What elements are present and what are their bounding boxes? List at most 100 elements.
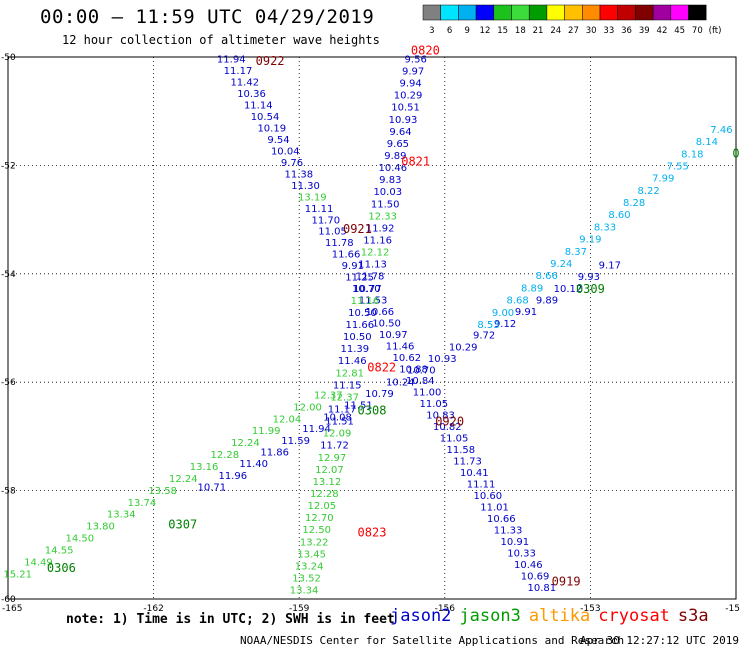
scale-label: 39 [639, 26, 650, 36]
wave-height-label: 12.81 [335, 368, 364, 379]
wave-height-label: 11.38 [284, 169, 313, 180]
wave-height-label: 12.12 [361, 248, 390, 259]
wave-height-label: 12.37 [330, 392, 359, 403]
wave-height-label: 11.05 [440, 434, 469, 445]
wave-height-label: 9.00 [492, 308, 514, 319]
wave-height-label: 12.07 [315, 465, 344, 476]
satellite-name: s3a [677, 606, 709, 626]
wave-height-label: 10.69 [521, 571, 550, 582]
wave-height-label: 11.40 [239, 459, 268, 470]
wave-height-label: 9.89 [536, 295, 558, 306]
wave-height-label: 12.97 [318, 453, 347, 464]
wave-height-label: 10.71 [198, 483, 227, 494]
lon-tick-label: -165 [2, 604, 22, 614]
wave-height-label: 10.29 [394, 91, 423, 102]
lon-tick-label: -153 [580, 604, 600, 614]
wave-height-label: 11.14 [244, 100, 273, 111]
wave-height-label: 9.24 [550, 259, 572, 270]
wave-height-label: 10.82 [433, 422, 462, 433]
wave-height-label: 11.39 [340, 344, 369, 355]
time-marker: 0306 [47, 561, 76, 575]
lon-tick-label: -159 [289, 604, 310, 614]
timestamp-text: Apr 30 12:27:12 UTC 2019 [580, 634, 739, 647]
time-marker: 0307 [168, 518, 197, 532]
wave-height-label: 10.91 [501, 537, 530, 548]
wave-height-label: 8.22 [638, 186, 660, 197]
wave-height-label: 9.76 [281, 158, 303, 169]
wave-height-label: 13.58 [148, 486, 177, 497]
wave-height-label: 9.56 [405, 54, 427, 65]
wave-height-label: 10.79 [365, 389, 394, 400]
wave-height-label: 11.51 [325, 417, 354, 428]
wave-height-label: 13.34 [290, 586, 319, 597]
time-marker: 0822 [367, 360, 396, 374]
time-marker: 0919 [552, 574, 581, 588]
altimeter-track: 10.7111.9611.4011.8611.5911.9410.0811.51… [198, 260, 621, 493]
wave-height-label: 8.89 [521, 283, 543, 294]
wave-height-label: 13.34 [107, 510, 136, 521]
wave-height-label: 10.12 [554, 284, 583, 295]
wave-height-label: 12.24 [231, 438, 260, 449]
wave-height-label: 14.49 [24, 557, 53, 568]
wave-height-label: 7.99 [652, 174, 674, 185]
scale-label: 12 [480, 26, 491, 36]
time-marker: 0921 [343, 222, 372, 236]
lat-tick-label: -56 [1, 378, 16, 388]
scale-label: 24 [550, 26, 561, 36]
wave-height-label: 11.17 [328, 405, 357, 416]
wave-height-label: 10.70 [352, 284, 381, 295]
wave-height-label: 11.99 [252, 426, 281, 437]
wave-height-label: 7.55 [667, 161, 689, 172]
wave-height-label: 13.24 [295, 561, 324, 572]
wave-height-label: 11.66 [332, 250, 361, 261]
wave-height-label: 8.37 [565, 247, 587, 258]
wave-height-label: 9.65 [387, 139, 409, 150]
wave-height-label: 11.11 [467, 479, 496, 490]
wave-height-label: 11.96 [218, 471, 247, 482]
wave-height-label: 9.97 [402, 66, 424, 77]
wave-height-label: 11.13 [358, 260, 387, 271]
time-marker: 0823 [358, 526, 387, 540]
page-title: 00:00 – 11:59 UTC 04/29/2019 [40, 6, 375, 28]
wave-height-label: 8.18 [681, 149, 703, 160]
wave-height-label: 7.46 [710, 125, 732, 136]
wave-height-label: 10.88 [399, 365, 428, 376]
wave-height-label: 8.68 [506, 296, 528, 307]
wave-height-label: 11.94 [217, 54, 246, 65]
lat-tick-label: -54 [1, 270, 16, 280]
time-marker: 0820 [411, 43, 440, 57]
wave-height-label: 10.50 [372, 319, 401, 330]
wave-height-label: 10.50 [348, 308, 377, 319]
wave-height-label: 9.64 [389, 127, 411, 138]
wave-height-label: 14.55 [45, 545, 74, 556]
color-scale-legend: 3 6 9 12 15 18 21 24 27 30 33 36 39 42 45 70 (ft) [422, 4, 721, 36]
wave-height-label: 12.37 [314, 390, 343, 401]
wave-height-label: 9.91 [515, 307, 537, 318]
map-frame [7, 56, 737, 600]
satellite-name: jason3 [459, 606, 521, 626]
wave-height-label: 9.91 [342, 261, 364, 272]
scale-label: 70 [692, 26, 703, 36]
wave-height-label: 11.86 [260, 448, 289, 459]
wave-height-label: 9.93 [578, 272, 600, 283]
wave-height-label: 12.05 [307, 501, 336, 512]
wave-height-label: 13.16 [190, 462, 219, 473]
wave-height-label: 11.51 [344, 401, 373, 412]
wave-height-label: 11.70 [311, 215, 340, 226]
wave-height-label: 11.17 [224, 66, 253, 77]
wave-height-label: 12.70 [305, 513, 334, 524]
wave-height-label: 10.60 [474, 491, 503, 502]
wave-height-label: 12.50 [302, 525, 331, 536]
wave-height-label: 10.03 [373, 187, 402, 198]
wave-height-label: 11.01 [480, 502, 509, 513]
wave-height-label: 10.04 [271, 146, 300, 157]
altimeter-track: 8.539.008.68 8.898.669.248.379.19 8.338.60… [477, 125, 732, 331]
wave-height-label: 9.12 [494, 319, 516, 330]
scale-label: 15 [497, 26, 508, 36]
wave-height-label: 11.78 [325, 238, 354, 249]
lat-tick-label: -58 [1, 487, 16, 497]
wave-height-label: 11.73 [453, 457, 482, 468]
wave-height-label: 11.30 [291, 181, 320, 192]
scale-label: 30 [586, 26, 597, 36]
wave-height-label: 10.93 [389, 115, 418, 126]
